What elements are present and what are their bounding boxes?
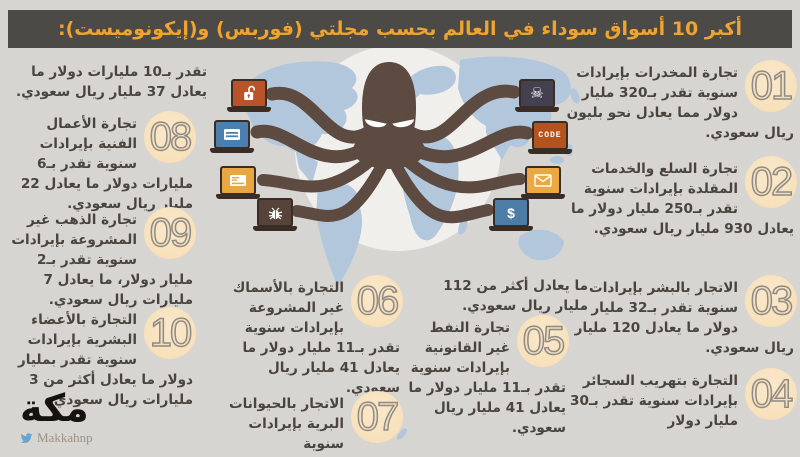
item-text: تجارة النفط غير القانونية بإيرادات سنوية…: [408, 320, 566, 436]
item-04-cigarettes: 04 التجارة بتهريب السجائر بإيرادات سنوية…: [566, 368, 797, 431]
item-text: التجارة بالأعضاء البشرية بإيرادات سنوية …: [17, 312, 193, 408]
page-title: أكبر 10 أسواق سوداء في العالم بحسب مجلتي…: [57, 18, 743, 40]
item-07-continuation: تقدر بـ10 مليارات دولار ما يعادل 37 مليا…: [16, 64, 207, 100]
item-09-gold: 09 تجارة الذهب غير المشروعة بإيرادات سنو…: [7, 207, 196, 310]
item-text: التجارة بتهريب السجائر بإيرادات سنوية تق…: [570, 373, 738, 429]
octopus: [250, 62, 534, 224]
twitter-bird-icon: [20, 432, 33, 443]
item-text: الاتجار بالحيوانات البرية بإيرادات سنوية: [228, 396, 344, 452]
skull-crossbones-icon: ☠: [530, 84, 544, 102]
item-text: التجارة بالأسماك غير المشروعة بإيرادات س…: [232, 280, 400, 396]
item-text: تجارة الأعمال الفنية بإيرادات سنوية تقدر…: [20, 116, 193, 212]
title-bar: أكبر 10 أسواق سوداء في العالم بحسب مجلتي…: [8, 10, 792, 48]
item-05-oil: 05 تجارة النفط غير القانونية بإيرادات سن…: [408, 315, 569, 438]
item-03-human-trafficking: 03 الاتجار بالبشر بإيرادات سنوية تقدر بـ…: [566, 275, 797, 358]
laptop-card: [210, 120, 254, 153]
item-text: تجارة الذهب غير المشروعة بإيرادات سنوية …: [11, 212, 193, 308]
item-08-art: 08 تجارة الأعمال الفنية بإيرادات سنوية ت…: [7, 111, 196, 214]
number-badge: 05: [517, 315, 569, 367]
number-badge: 06: [351, 275, 403, 327]
item-04-continuation: ما يعادل أكثر من 112 مليار ريال سعودي.: [443, 278, 588, 314]
code-label: CODE: [538, 130, 562, 140]
unlocked-padlock-icon: [244, 85, 255, 100]
laptop-code: CODE: [528, 121, 572, 154]
number-badge: 03: [745, 275, 797, 327]
number-badge: 02: [745, 156, 797, 208]
number-badge: 04: [745, 368, 797, 420]
number-badge: 09: [144, 207, 196, 259]
list-card-icon: [224, 129, 240, 140]
octopus-eyes: [364, 112, 415, 128]
number-badge: 10: [144, 307, 196, 359]
laptop-padlock: [227, 79, 271, 112]
laptop-envelope: [521, 166, 565, 199]
makkah-logo-mark: مكة: [20, 386, 89, 430]
octopus-tentacles: [250, 84, 534, 224]
number-badge: 07: [351, 391, 403, 443]
laptop-idcard: [216, 166, 260, 199]
makkah-logo: مكة Makkahnp: [20, 388, 130, 446]
bug-icon: [268, 207, 282, 219]
twitter-handle: Makkahnp: [37, 430, 93, 445]
laptop-dollar: $: [489, 198, 533, 231]
octopus-head: [362, 62, 416, 150]
laptop-skull: ☠: [515, 79, 559, 112]
item-text: الاتجار بالبشر بإيرادات سنوية تقدر بـ32 …: [574, 280, 794, 356]
dollar-icon: $: [507, 204, 515, 221]
item-02-counterfeit: 02 تجارة السلع والخدمات المقلدة بإيرادات…: [566, 156, 797, 239]
item-text: تجارة المخدرات بإيرادات سنوية تقدر بـ320…: [566, 65, 794, 141]
id-card-icon: [230, 175, 246, 186]
item-10-organs: 10 التجارة بالأعضاء البشرية بإيرادات سنو…: [7, 307, 196, 410]
item-01-drugs: 01 تجارة المخدرات بإيرادات سنوية تقدر بـ…: [566, 60, 797, 143]
number-badge: 01: [745, 60, 797, 112]
envelope-icon: [534, 174, 552, 187]
item-06-fish: 06 التجارة بالأسماك غير المشروعة بإيرادا…: [220, 275, 403, 398]
item-07-wildlife: 07 الاتجار بالحيوانات البرية بإيرادات سن…: [220, 391, 403, 454]
laptop-bug: [253, 198, 297, 231]
number-badge: 08: [144, 111, 196, 163]
item-text: تجارة السلع والخدمات المقلدة بإيرادات سن…: [571, 161, 794, 237]
